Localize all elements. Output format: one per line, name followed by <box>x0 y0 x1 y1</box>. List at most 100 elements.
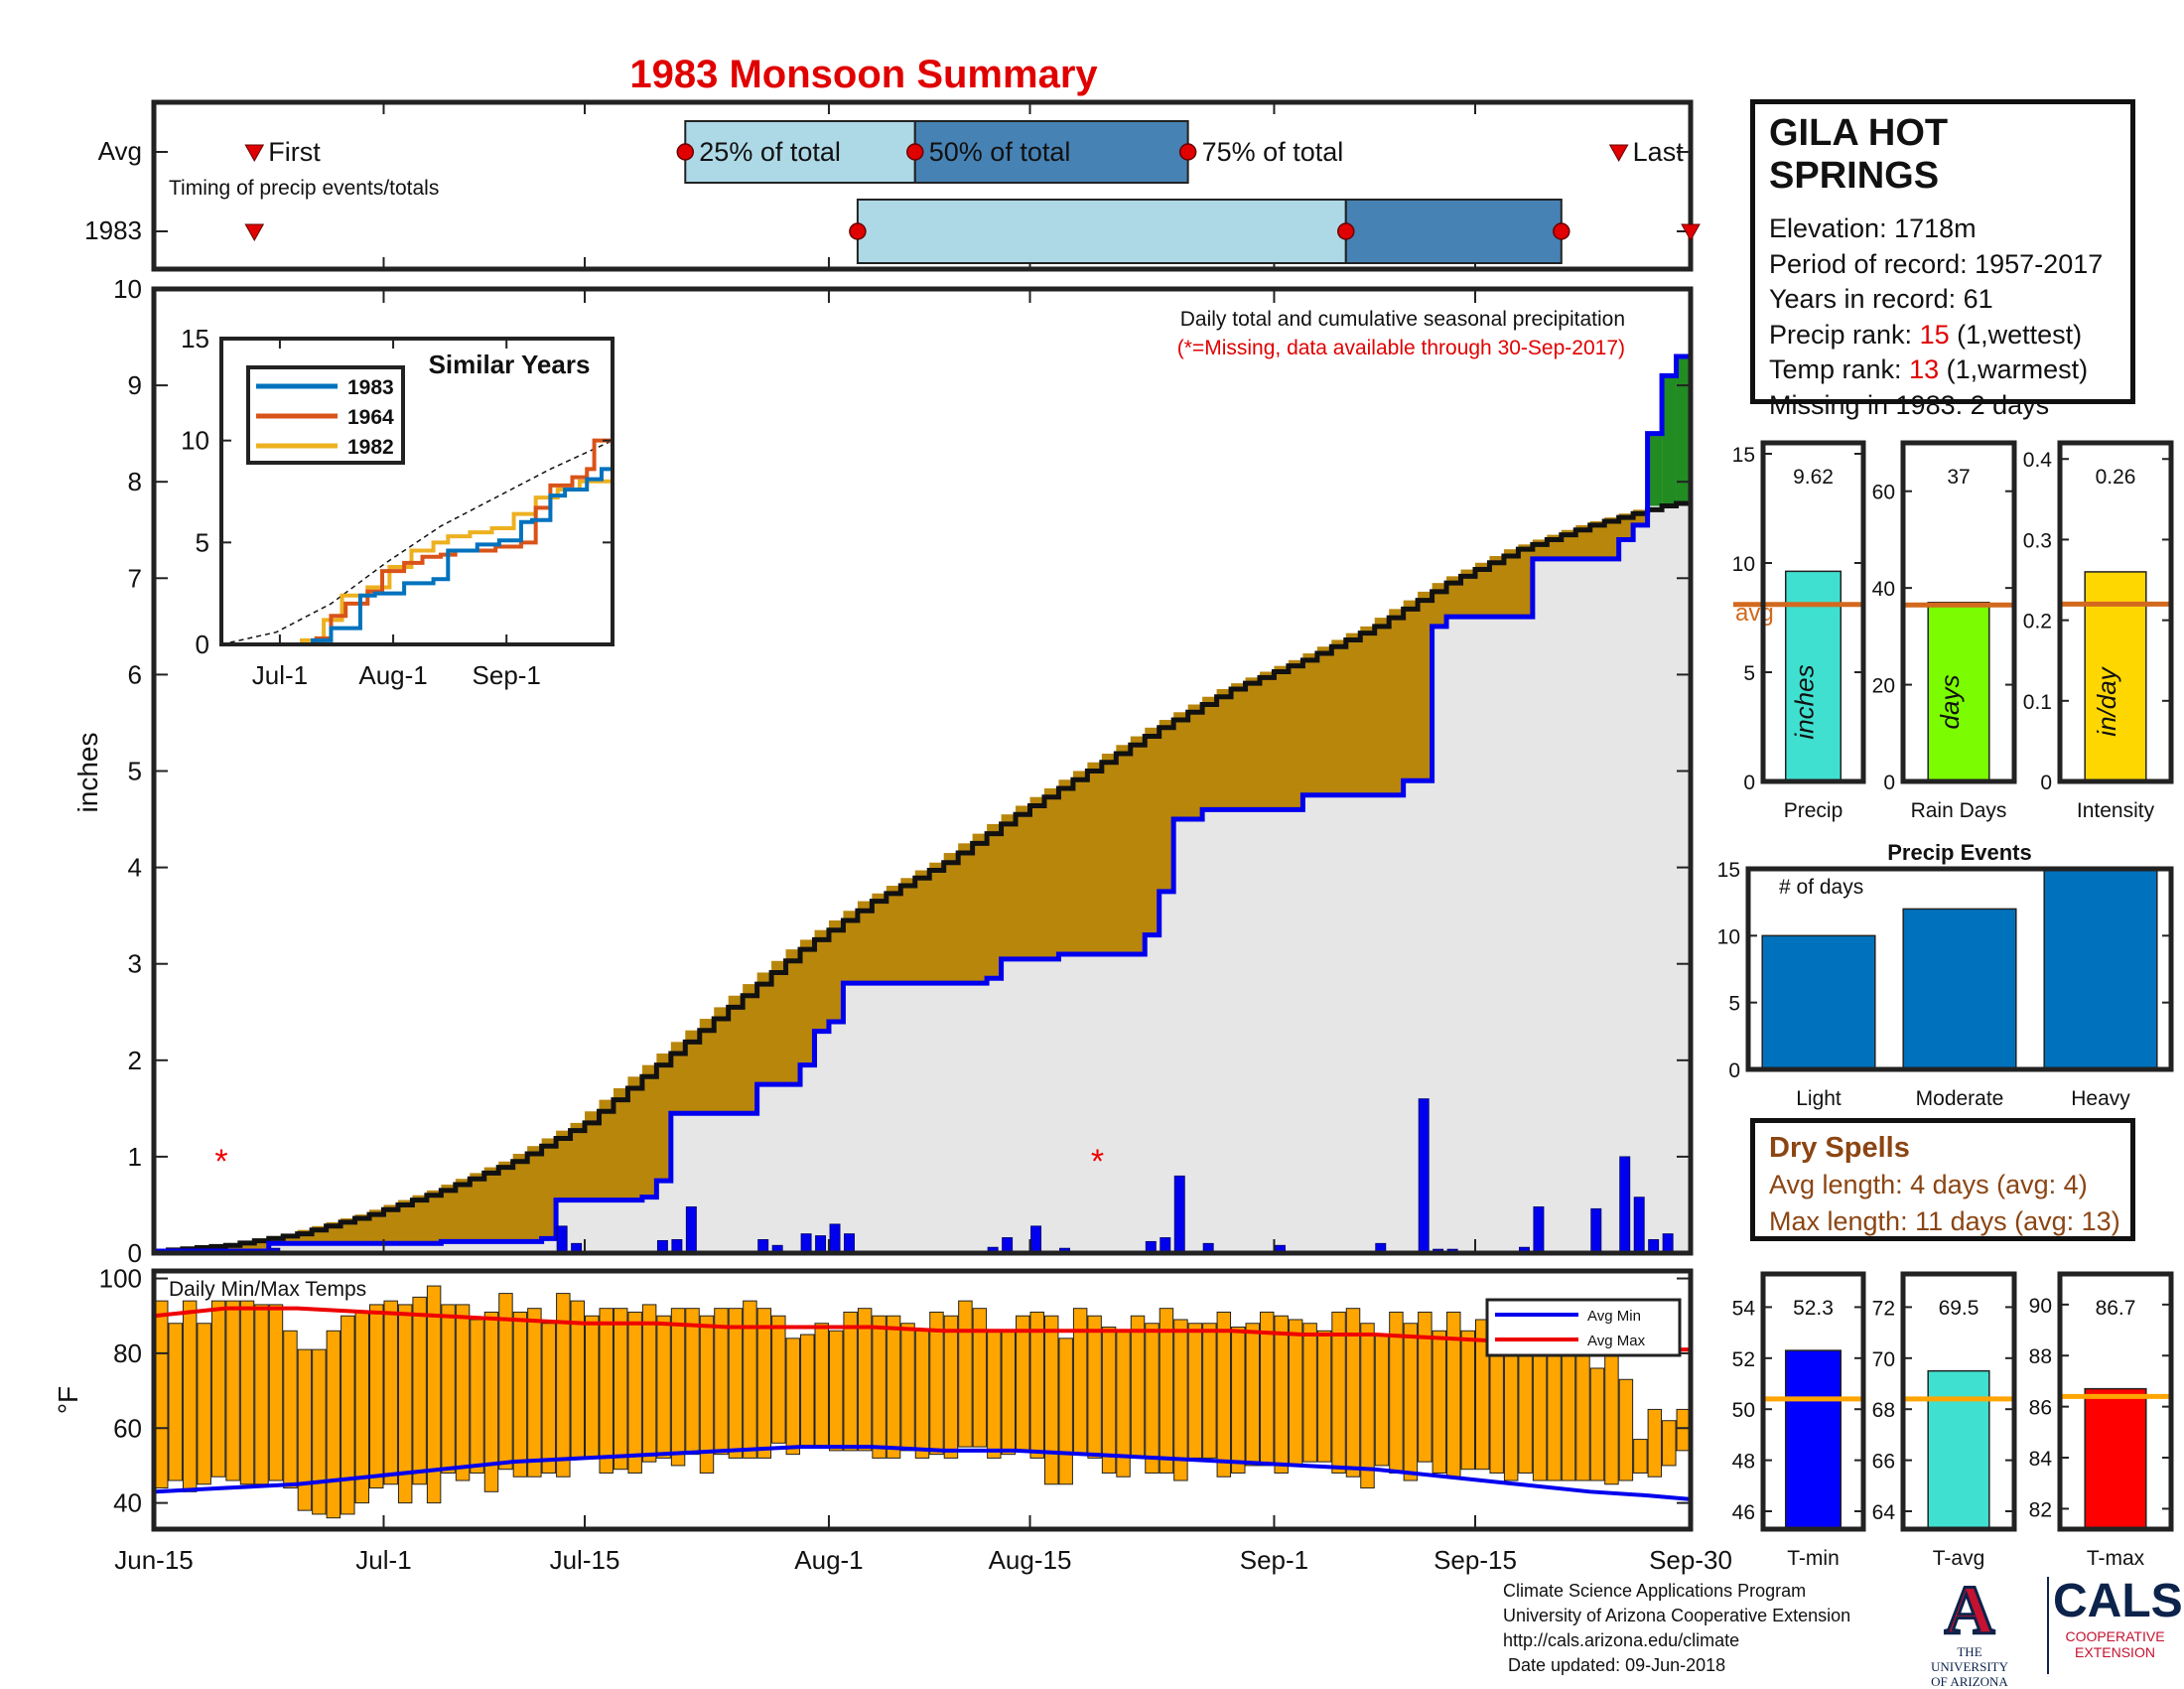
small-panel-tmin_small: 46 48 50 52 54 52.3 T-min <box>1732 1271 1866 1570</box>
events-category-label: Heavy <box>2071 1087 2130 1110</box>
xtick-label: Jul-1 <box>355 1545 411 1575</box>
daily-precip-bar <box>844 1233 855 1254</box>
events-ytick-label: 0 <box>1728 1059 1740 1082</box>
tmin_small-bar <box>1784 1349 1843 1530</box>
precip-events-panel: Light Moderate Heavy 0 5 10 15 Precip Events # o… <box>1717 840 2174 1110</box>
precip-ytick-label: 3 <box>128 949 142 979</box>
below-year-fill <box>1446 617 1462 1253</box>
daily-temp-bar <box>972 1308 988 1448</box>
daily-temp-bar <box>1216 1311 1232 1478</box>
inset-legend-label-1982: 1982 <box>347 436 394 459</box>
tmin_small-ytick-label: 52 <box>1732 1348 1755 1371</box>
below-year-fill <box>1432 626 1447 1253</box>
below-year-fill <box>498 1241 514 1253</box>
timing-year-triangle-first <box>244 223 265 242</box>
timing-last-label: Last <box>1633 137 1685 167</box>
precip-ytick-label: 2 <box>128 1046 142 1075</box>
intensity_small-bar <box>2084 571 2147 782</box>
below-average-fill <box>1518 544 1534 618</box>
precip_small-ytick-label: 10 <box>1732 553 1755 576</box>
timing-row-label-avg: Avg <box>98 136 142 166</box>
below-year-fill <box>1130 953 1146 1253</box>
below-year-fill <box>1274 809 1290 1253</box>
daily-temp-bar <box>699 1315 715 1474</box>
daily-temp-bar <box>470 1319 484 1474</box>
below-average-fill <box>1058 779 1074 954</box>
intensity_small-ytick-label: 0.1 <box>2023 691 2052 714</box>
daily-temp-bar <box>354 1311 370 1504</box>
missing-day-marker: * <box>214 1143 227 1181</box>
below-average-fill <box>1302 653 1318 795</box>
daily-temp-bar <box>326 1330 341 1519</box>
below-average-fill <box>1001 814 1017 959</box>
timing-avg-triangle-first <box>244 144 265 163</box>
tmax_small-category-label: T-max <box>2087 1547 2145 1570</box>
temp-ytick-label: 60 <box>113 1413 142 1443</box>
cals-logo-sub-1: COOPERATIVE <box>2065 1628 2165 1644</box>
below-average-fill <box>1274 665 1290 810</box>
below-average-fill <box>283 1233 299 1244</box>
timing-year-box-25-50 <box>856 199 1347 264</box>
below-year-fill <box>1159 891 1174 1253</box>
below-year-fill <box>1474 617 1491 1253</box>
below-average-fill <box>843 911 859 984</box>
below-average-fill <box>914 870 930 984</box>
daily-temp-bar <box>800 1334 815 1448</box>
daily-temp-bar <box>929 1311 944 1456</box>
daily-temp-bar <box>771 1315 786 1444</box>
below-average-fill <box>857 901 873 984</box>
daily-temp-bar <box>1331 1311 1346 1474</box>
rain_days_small-unit-label: days <box>1935 675 1965 730</box>
below-year-fill <box>369 1243 385 1253</box>
below-year-fill <box>771 1084 787 1253</box>
below-year-fill <box>613 1199 629 1253</box>
below-year-fill <box>699 1113 715 1253</box>
below-average-fill <box>426 1190 442 1244</box>
below-year-fill <box>785 1084 801 1253</box>
intensity_small-frame <box>2057 440 2174 784</box>
above-average-fill <box>1662 375 1678 504</box>
precip-rank-note: (1,wettest) <box>1957 319 2083 350</box>
below-year-fill <box>1302 794 1318 1253</box>
daily-temp-bar <box>743 1300 757 1459</box>
similar-years-inset: 0 5 10 15 Jul-1 Aug-1 Sep-1 Similar Years 1983 19… <box>181 324 614 690</box>
below-year-fill <box>341 1243 356 1253</box>
credits-line-2: University of Arizona Cooperative Extens… <box>1503 1606 1851 1625</box>
daily-temp-bar <box>1547 1337 1562 1481</box>
below-year-fill <box>627 1199 643 1253</box>
rain_days_small-frame <box>1900 440 2017 784</box>
daily-temp-bar <box>1532 1337 1548 1481</box>
below-year-fill <box>1489 617 1505 1253</box>
daily-temp-bar <box>599 1308 614 1474</box>
below-year-fill <box>1216 809 1232 1253</box>
daily-temp-bar <box>1001 1330 1017 1456</box>
cals-logo-text: CALS <box>2053 1575 2183 1627</box>
below-average-fill <box>383 1204 399 1244</box>
daily-precip-bar <box>1590 1207 1602 1254</box>
temp-ytick-label: 100 <box>99 1264 142 1294</box>
small-panel-intensity_small: in/day 0 0.1 0.2 0.3 0.4 0.26 Intensity <box>2023 440 2174 822</box>
small-panel-rain_days_small: days 0 20 40 60 37 Rain Days <box>1872 440 2017 822</box>
daily-temp-bar <box>512 1311 528 1478</box>
tavg_small-ytick-label: 64 <box>1872 1501 1896 1524</box>
below-average-fill <box>1460 569 1476 618</box>
below-average-fill <box>958 843 974 984</box>
timing-panel: Avg 1983 Timing of precip events/totals Fir… <box>84 99 1701 272</box>
daily-temp-bar <box>1016 1315 1030 1452</box>
daily-temp-bar <box>268 1304 284 1481</box>
below-year-fill <box>828 1021 845 1253</box>
daily-temp-bar <box>441 1304 456 1474</box>
daily-temp-bar <box>1130 1315 1146 1459</box>
inset-xtick-label: Jul-1 <box>252 660 308 690</box>
credits-line-3[interactable]: http://cals.arizona.edu/climate <box>1503 1630 1740 1650</box>
daily-temp-bar <box>714 1308 729 1456</box>
below-average-fill <box>239 1240 255 1252</box>
precip-ytick-label: 4 <box>128 853 142 883</box>
below-average-fill <box>800 939 816 1065</box>
rain_days_small-category-label: Rain Days <box>1911 799 2007 822</box>
temp-rank-line: Temp rank: 13 (1,warmest) <box>1769 352 2116 388</box>
timing-p75-label: 75% of total <box>1202 137 1344 167</box>
daily-temp-bar <box>1403 1323 1419 1481</box>
tmin_small-frame <box>1760 1271 1866 1532</box>
